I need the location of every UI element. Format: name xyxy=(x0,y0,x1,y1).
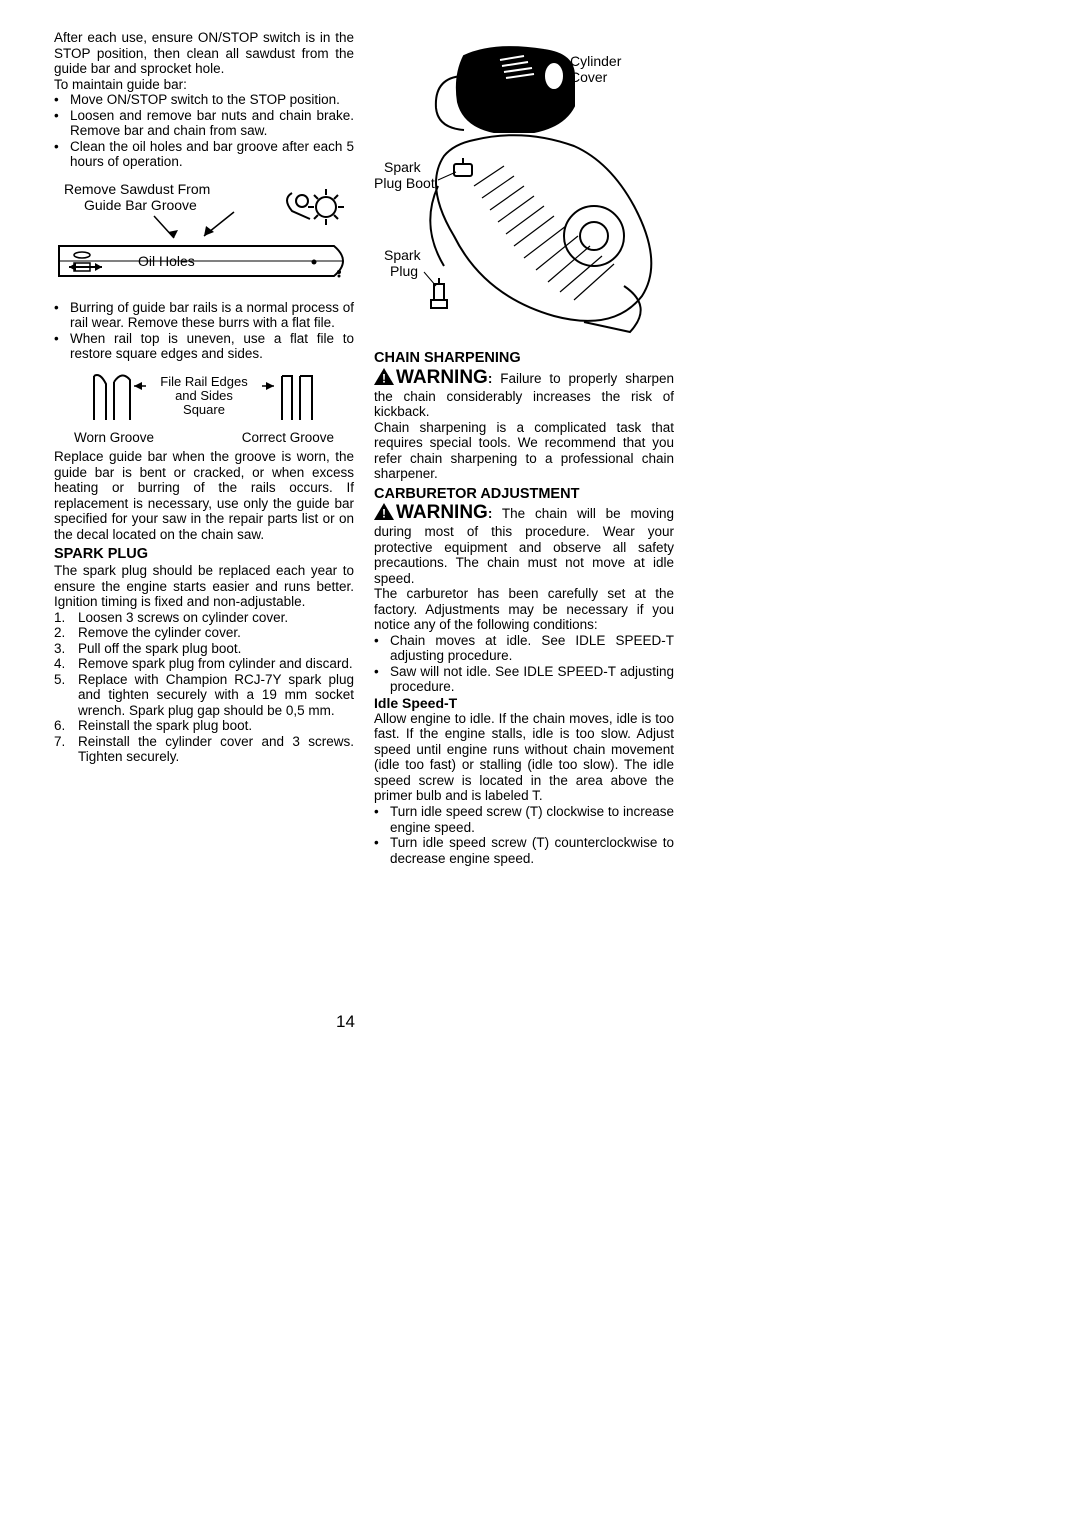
step-num: 4. xyxy=(54,656,78,672)
svg-text:!: ! xyxy=(382,507,386,521)
carburetor-heading: CARBURETOR ADJUSTMENT xyxy=(374,486,674,503)
fig-label: Spark xyxy=(384,159,422,175)
list-item: Loosen and remove bar nuts and chain bra… xyxy=(70,108,354,139)
bullet-icon: • xyxy=(54,300,70,331)
warning-block: ! WARNING: The chain will be moving duri… xyxy=(374,502,674,586)
groove-figure: File Rail Edges and Sides Square Worn Gr… xyxy=(54,368,354,446)
list-item: Turn idle speed screw (T) clockwise to i… xyxy=(390,804,674,835)
chain-para: Chain sharpening is a complicated task t… xyxy=(374,420,674,482)
spark-steps: 1.Loosen 3 screws on cylinder cover. 2.R… xyxy=(54,610,354,765)
step-num: 7. xyxy=(54,734,78,765)
warning-label: WARNING xyxy=(396,367,488,388)
svg-text:!: ! xyxy=(382,371,386,385)
list-item: Chain moves at idle. See IDLE SPEED-T ad… xyxy=(390,633,674,664)
carb-para: The carburetor has been carefully set at… xyxy=(374,586,674,633)
fig-label: and Sides xyxy=(175,388,233,403)
spark-para: The spark plug should be replaced each y… xyxy=(54,563,354,610)
list-item: Burring of guide bar rails is a normal p… xyxy=(70,300,354,331)
warning-icon: ! xyxy=(374,503,394,520)
spark-plug-heading: SPARK PLUG xyxy=(54,546,354,563)
step-num: 5. xyxy=(54,672,78,719)
idle-speed-heading: Idle Speed-T xyxy=(374,695,674,711)
list-item: Move ON/STOP switch to the STOP position… xyxy=(70,92,354,108)
guide-bar-figure: Remove Sawdust From Guide Bar Groove xyxy=(54,176,354,296)
list-item: Clean the oil holes and bar groove after… xyxy=(70,139,354,170)
bullet-icon: • xyxy=(374,633,390,664)
bullet-icon: • xyxy=(374,664,390,695)
step-num: 2. xyxy=(54,625,78,641)
fig-caption-right: Correct Groove xyxy=(242,430,334,446)
step-num: 1. xyxy=(54,610,78,626)
fig-label: Oil Holes xyxy=(138,253,195,269)
fig-label: Plug Boot xyxy=(374,175,435,191)
fig-label: Plug xyxy=(390,263,418,279)
carb-list: •Chain moves at idle. See IDLE SPEED-T a… xyxy=(374,633,674,695)
right-column: Cylinder Cover Spark Plug Boot Spark Plu… xyxy=(374,30,674,866)
replace-para: Replace guide bar when the groove is wor… xyxy=(54,449,354,542)
list-item: When rail top is uneven, use a flat file… xyxy=(70,331,354,362)
bullet-icon: • xyxy=(54,108,70,139)
list-item: Remove spark plug from cylinder and disc… xyxy=(78,656,354,672)
fig-label: File Rail Edges xyxy=(160,374,248,389)
idle-para: Allow engine to idle. If the chain moves… xyxy=(374,711,674,804)
fig-label: Cover xyxy=(570,69,608,85)
page-number: 14 xyxy=(336,1012,355,1032)
bullet-icon: • xyxy=(54,92,70,108)
bullet-icon: • xyxy=(54,331,70,362)
fig-label: Cylinder xyxy=(570,53,622,69)
fig-label: Spark xyxy=(384,247,422,263)
warning-label: WARNING xyxy=(396,502,488,523)
idle-list: •Turn idle speed screw (T) clockwise to … xyxy=(374,804,674,866)
chainsaw-figure: Cylinder Cover Spark Plug Boot Spark Plu… xyxy=(374,36,674,346)
list-item: Remove the cylinder cover. xyxy=(78,625,354,641)
fig-label: Remove Sawdust From xyxy=(64,181,210,197)
step-num: 3. xyxy=(54,641,78,657)
fig-label: Square xyxy=(183,402,225,417)
list-item: Replace with Champion RCJ-7Y spark plug … xyxy=(78,672,354,719)
maintain-list: •Move ON/STOP switch to the STOP positio… xyxy=(54,92,354,170)
bullet-icon: • xyxy=(374,835,390,866)
fig-label: Guide Bar Groove xyxy=(84,197,197,213)
intro-para: After each use, ensure ON/STOP switch is… xyxy=(54,30,354,77)
chain-sharpening-heading: CHAIN SHARPENING xyxy=(374,350,674,367)
list-item: Reinstall the cylinder cover and 3 screw… xyxy=(78,734,354,765)
list-item: Reinstall the spark plug boot. xyxy=(78,718,354,734)
warning-icon: ! xyxy=(374,368,394,385)
bullet-icon: • xyxy=(374,804,390,835)
burr-list: •Burring of guide bar rails is a normal … xyxy=(54,300,354,362)
list-item: Loosen 3 screws on cylinder cover. xyxy=(78,610,354,626)
warning-block: ! WARNING: Failure to properly sharpen t… xyxy=(374,367,674,420)
list-item: Pull off the spark plug boot. xyxy=(78,641,354,657)
step-num: 6. xyxy=(54,718,78,734)
maintain-intro: To maintain guide bar: xyxy=(54,77,354,93)
list-item: Saw will not idle. See IDLE SPEED-T adju… xyxy=(390,664,674,695)
list-item: Turn idle speed screw (T) counterclockwi… xyxy=(390,835,674,866)
bullet-icon: • xyxy=(54,139,70,170)
fig-caption-left: Worn Groove xyxy=(74,430,154,446)
left-column: After each use, ensure ON/STOP switch is… xyxy=(54,30,354,866)
